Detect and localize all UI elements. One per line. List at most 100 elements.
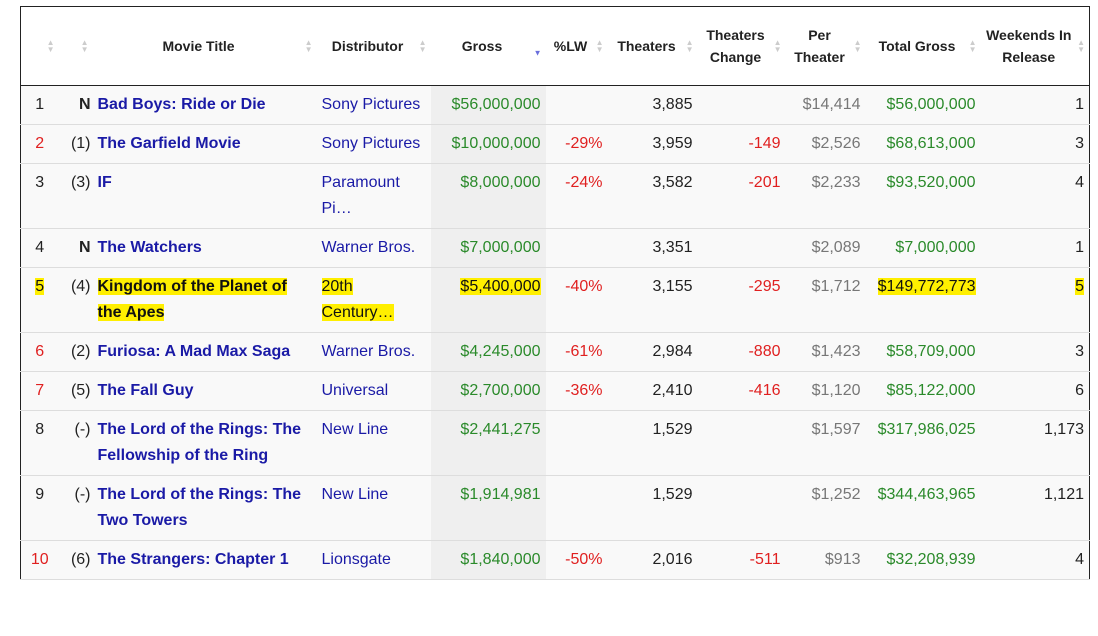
last-week-rank-text: (6): [70, 551, 91, 568]
total-gross-cell-text: $317,986,025: [877, 421, 976, 438]
per-theater-cell: $1,252: [785, 475, 866, 541]
per-theater-cell: $2,233: [785, 163, 866, 229]
rank-cell: 5: [20, 267, 59, 333]
gross-cell: $10,000,000: [430, 124, 546, 164]
sort-icon[interactable]: ▲ ▼: [418, 38, 427, 54]
gross-cell-text: $4,245,000: [460, 343, 541, 360]
sort-icon[interactable]: ▲ ▼: [304, 38, 313, 54]
distributor-link[interactable]: Paramount Pi…: [316, 163, 431, 229]
movie-title-link-text: The Lord of the Rings: The Two Towers: [97, 486, 302, 529]
distributor-link[interactable]: Sony Pictures: [316, 85, 431, 125]
distributor-link-text: Sony Pictures: [321, 135, 421, 152]
distributor-link[interactable]: New Line: [316, 410, 431, 476]
theaters-change-cell: -295: [697, 267, 786, 333]
sort-icon[interactable]: ▲ ▼: [46, 38, 55, 54]
movie-title-link[interactable]: The Garfield Movie: [92, 124, 317, 164]
sort-icon[interactable]: ▲ ▼: [685, 38, 694, 54]
last-week-rank: (-): [58, 475, 93, 541]
table-row: 8 (-) The Lord of the Rings: The Fellowshi…: [20, 410, 1090, 476]
per-theater-cell-text: $1,423: [811, 343, 861, 360]
distributor-link[interactable]: Sony Pictures: [316, 124, 431, 164]
theaters-cell: 1,529: [607, 410, 698, 476]
sort-icon[interactable]: ▲ ▼: [853, 38, 862, 54]
distributor-link[interactable]: Universal: [316, 371, 431, 411]
gross-cell: $56,000,000: [430, 85, 546, 125]
movie-title-link[interactable]: Bad Boys: Ride or Die: [92, 85, 317, 125]
movie-title-link[interactable]: Kingdom of the Planet of the Apes: [92, 267, 317, 333]
column-header-movie-title[interactable]: Movie Title ▲ ▼: [92, 6, 317, 86]
header-label: Total Gross: [878, 38, 956, 54]
header-label: Theaters Change: [706, 27, 765, 65]
sort-icon[interactable]: ▲ ▼: [1077, 38, 1085, 54]
rank-cell: 9: [20, 475, 59, 541]
theaters-cell-text: 2,410: [652, 382, 693, 399]
weekends-cell: 3: [980, 332, 1090, 372]
gross-cell: $2,700,000: [430, 371, 546, 411]
column-header-weekends[interactable]: Weekends In Release ▲ ▼: [980, 6, 1090, 86]
per-theater-cell: $1,120: [785, 371, 866, 411]
movie-title-link[interactable]: The Lord of the Rings: The Two Towers: [92, 475, 317, 541]
movie-title-link[interactable]: The Lord of the Rings: The Fellowship of…: [92, 410, 317, 476]
box-office-table: ▲ ▼ ▲ ▼ Movie Title ▲ ▼ Distributor ▲ ▼ Gross ▼ %LW ▲…: [20, 6, 1090, 580]
pct-lw-cell: -40%: [545, 267, 608, 333]
movie-title-link-text: The Watchers: [97, 239, 202, 256]
sort-descending-icon[interactable]: ▼: [533, 48, 542, 58]
distributor-link-text: New Line: [321, 421, 389, 438]
weekends-cell-text: 3: [1075, 343, 1084, 360]
distributor-link[interactable]: Warner Bros.: [316, 228, 431, 268]
last-week-rank-text: (1): [70, 135, 91, 152]
per-theater-cell: $913: [785, 540, 866, 580]
per-theater-cell-text: $2,233: [811, 174, 861, 191]
rank-cell-text: 4: [35, 239, 45, 256]
movie-title-link[interactable]: Furiosa: A Mad Max Saga: [92, 332, 317, 372]
theaters-change-cell-text: -416: [748, 382, 781, 399]
column-header-last-week[interactable]: ▲ ▼: [58, 6, 93, 86]
pct-lw-cell-text: -40%: [565, 278, 603, 295]
movie-title-link[interactable]: The Fall Guy: [92, 371, 317, 411]
sort-icon[interactable]: ▲ ▼: [595, 38, 604, 54]
total-gross-cell: $93,520,000: [865, 163, 981, 229]
sort-icon[interactable]: ▲ ▼: [80, 38, 89, 54]
weekends-cell-text: 6: [1075, 382, 1084, 399]
distributor-link[interactable]: 20th Century…: [316, 267, 431, 333]
column-header-distributor[interactable]: Distributor ▲ ▼: [316, 6, 431, 86]
header-label: Per Theater: [794, 27, 845, 65]
sort-icon[interactable]: ▲ ▼: [968, 38, 977, 54]
column-header-rank[interactable]: ▲ ▼: [20, 6, 59, 86]
column-header-theaters[interactable]: Theaters ▲ ▼: [607, 6, 698, 86]
distributor-link[interactable]: New Line: [316, 475, 431, 541]
gross-cell-text: $8,000,000: [460, 174, 541, 191]
column-header-pct-lw[interactable]: %LW ▲ ▼: [545, 6, 608, 86]
weekends-cell: 3: [980, 124, 1090, 164]
total-gross-cell: $68,613,000: [865, 124, 981, 164]
column-header-total-gross[interactable]: Total Gross ▲ ▼: [865, 6, 981, 86]
last-week-rank-text: (-): [74, 421, 91, 438]
sort-icon[interactable]: ▲ ▼: [773, 38, 782, 54]
weekends-cell-text: 4: [1075, 551, 1084, 568]
last-week-rank-text: (-): [74, 486, 91, 503]
per-theater-cell: $1,423: [785, 332, 866, 372]
column-header-per-theater[interactable]: Per Theater ▲ ▼: [785, 6, 866, 86]
gross-cell-text: $2,700,000: [460, 382, 541, 399]
movie-title-link[interactable]: IF: [92, 163, 317, 229]
theaters-change-cell: -149: [697, 124, 786, 164]
movie-title-link[interactable]: The Watchers: [92, 228, 317, 268]
weekends-cell-text: 4: [1075, 174, 1084, 191]
gross-cell: $4,245,000: [430, 332, 546, 372]
weekends-cell-text: 1: [1075, 239, 1084, 256]
column-header-theaters-change[interactable]: Theaters Change ▲ ▼: [697, 6, 786, 86]
rank-cell: 2: [20, 124, 59, 164]
distributor-link-text: 20th Century…: [321, 278, 394, 321]
column-header-gross[interactable]: Gross ▼: [430, 6, 546, 86]
distributor-link[interactable]: Warner Bros.: [316, 332, 431, 372]
theaters-cell-text: 2,984: [652, 343, 693, 360]
theaters-change-cell-text: -880: [748, 343, 781, 360]
distributor-link[interactable]: Lionsgate: [316, 540, 431, 580]
rank-cell-text: 9: [35, 486, 45, 503]
theaters-cell-text: 3,582: [652, 174, 693, 191]
per-theater-cell-text: $913: [824, 551, 861, 568]
theaters-cell: 2,016: [607, 540, 698, 580]
movie-title-link[interactable]: The Strangers: Chapter 1: [92, 540, 317, 580]
distributor-link-text: Universal: [321, 382, 389, 399]
rank-cell-text: 2: [35, 135, 45, 152]
